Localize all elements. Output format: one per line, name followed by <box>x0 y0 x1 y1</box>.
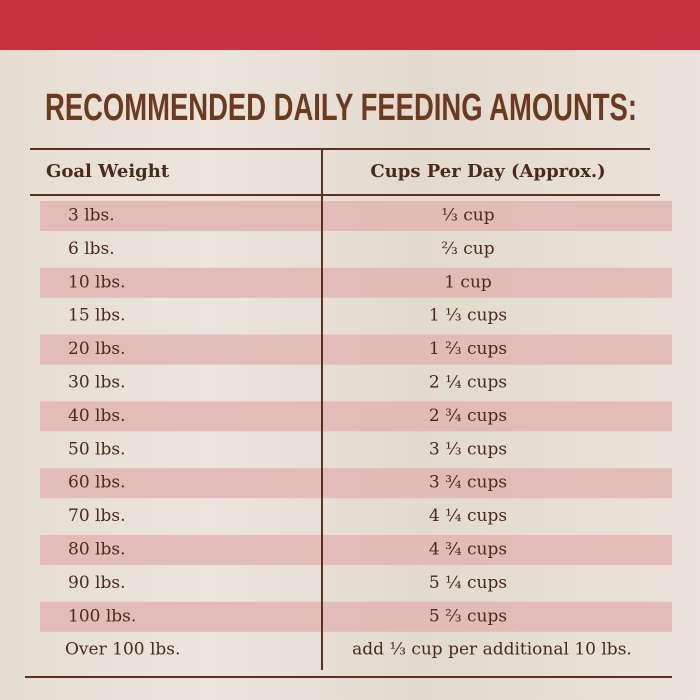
weight-cell: 70 lbs. <box>68 506 125 526</box>
row-stripe <box>40 601 672 632</box>
row-stripe <box>40 201 672 231</box>
table-rows: 3 lbs. ⅓ cup 6 lbs. ⅔ cup 10 lbs. 1 cup 15 lbs… <box>40 201 672 660</box>
weight-cell: 20 lbs. <box>68 339 125 359</box>
weight-cell: 40 lbs. <box>68 406 125 426</box>
row-stripe <box>40 535 672 565</box>
weight-cell: 90 lbs. <box>68 573 125 593</box>
weight-cell: 60 lbs. <box>68 473 125 493</box>
cups-cell: add ⅓ cup per additional 10 lbs. <box>352 640 632 660</box>
column-header: Goal Weight <box>46 161 170 182</box>
title: RECOMMENDED DAILY FEEDING AMOUNTS: <box>45 87 637 129</box>
weight-cell: Over 100 lbs. <box>65 640 180 660</box>
row-stripe <box>40 401 672 432</box>
row-stripe <box>40 267 672 298</box>
cups-cell: 2 ¼ cups <box>429 373 507 393</box>
weight-cell: 6 lbs. <box>68 239 115 259</box>
weight-cell: 30 lbs. <box>68 373 125 393</box>
top-band <box>0 0 700 50</box>
weight-cell: 15 lbs. <box>68 306 125 326</box>
cups-cell: 3 ⅓ cups <box>429 439 507 459</box>
cups-cell: 1 cup <box>444 272 492 292</box>
row-stripe <box>40 334 672 365</box>
weight-cell: 3 lbs. <box>68 206 115 226</box>
weight-cell: 10 lbs. <box>68 272 125 292</box>
cups-cell: 4 ¼ cups <box>429 506 507 526</box>
cups-cell: 3 ¾ cups <box>429 473 507 493</box>
cups-cell: 1 ⅓ cups <box>429 306 507 326</box>
cups-cell: ⅓ cup <box>441 206 494 226</box>
cups-cell: 1 ⅔ cups <box>429 339 507 359</box>
column-header: Cups Per Day (Approx.) <box>370 161 605 182</box>
cups-cell: 4 ¾ cups <box>429 540 507 560</box>
cups-cell: 5 ⅔ cups <box>429 606 507 626</box>
cups-cell: 5 ¼ cups <box>429 573 507 593</box>
cups-cell: 2 ¾ cups <box>429 406 507 426</box>
row-stripe <box>40 468 672 499</box>
weight-cell: 80 lbs. <box>68 540 125 560</box>
weight-cell: 100 lbs. <box>68 606 136 626</box>
weight-cell: 50 lbs. <box>68 439 125 459</box>
cups-cell: ⅔ cup <box>441 239 494 259</box>
